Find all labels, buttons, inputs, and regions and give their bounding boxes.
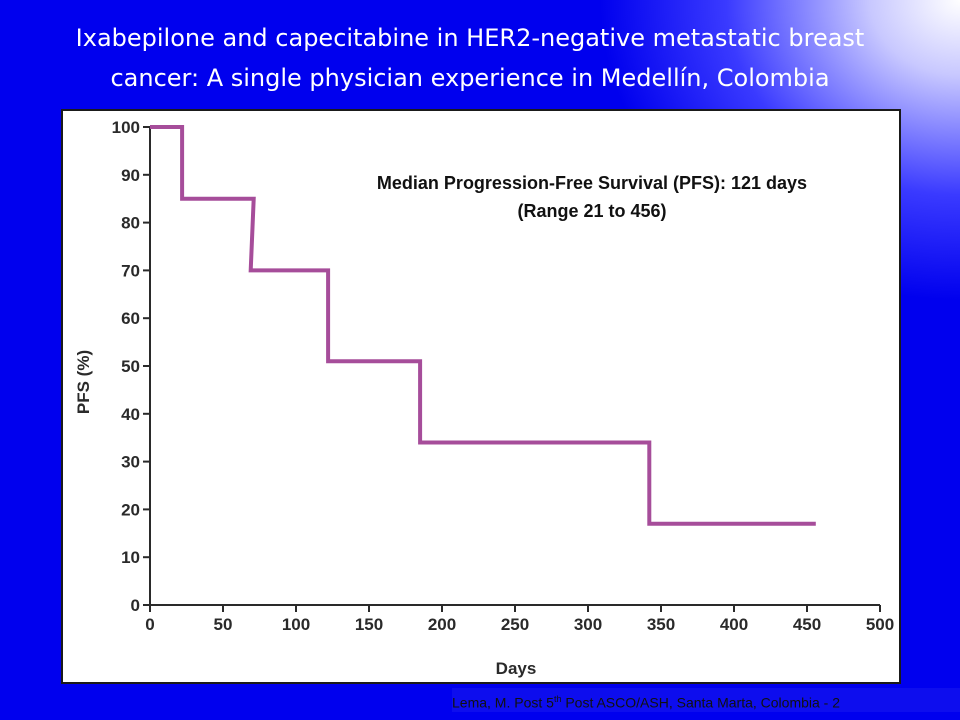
- x-tick-label: 200: [428, 615, 456, 634]
- chart-axes: [149, 127, 880, 606]
- x-axis-title: Days: [496, 659, 537, 678]
- y-axis-title: PFS (%): [74, 350, 93, 414]
- footer-citation-text: Lema, M. Post 5: [452, 694, 554, 711]
- pfs-step-curve: [150, 125, 816, 526]
- footer-citation-text-continued: Post ASCO/ASH, Santa Marta, Colombia - 2: [561, 694, 841, 711]
- x-tick-label: 400: [720, 615, 748, 634]
- footer-citation-superscript: th: [553, 694, 562, 704]
- y-tick-label: 50: [121, 357, 140, 376]
- x-tick-label: 0: [145, 615, 154, 634]
- y-tick-label: 100: [112, 118, 140, 137]
- chart-ticks: 0 10 20 30 40 50 60 70 80 90 100 0 50 100 150 200 250 300…: [112, 118, 895, 634]
- chart-series: [150, 125, 816, 526]
- pfs-range-annotation: (Range 21 to 456): [517, 201, 666, 221]
- pfs-chart-panel: 0 10 20 30 40 50 60 70 80 90 100 0 50 100 150 200 250 300…: [61, 109, 901, 684]
- x-tick-label: 450: [793, 615, 821, 634]
- x-tick-label: 300: [574, 615, 602, 634]
- x-tick-label: 500: [866, 615, 894, 634]
- median-pfs-annotation: Median Progression-Free Survival (PFS): …: [377, 173, 807, 193]
- y-tick-label: 70: [121, 261, 140, 280]
- slide-title-line-2: cancer: A single physician experience in…: [110, 64, 830, 92]
- x-tick-label: 100: [282, 615, 310, 634]
- y-tick-label: 10: [121, 548, 140, 567]
- y-tick-label: 20: [121, 500, 140, 519]
- y-tick-label: 80: [121, 214, 140, 233]
- y-tick-label: 40: [121, 405, 140, 424]
- x-tick-label: 250: [501, 615, 529, 634]
- x-tick-label: 350: [647, 615, 675, 634]
- slide-title: Ixabepilone and capecitabine in HER2-neg…: [20, 18, 920, 98]
- y-tick-label: 90: [121, 166, 140, 185]
- x-tick-label: 50: [214, 615, 233, 634]
- slide-title-line-1: Ixabepilone and capecitabine in HER2-neg…: [75, 24, 865, 52]
- y-tick-label: 0: [131, 596, 140, 615]
- x-tick-label: 150: [355, 615, 383, 634]
- pfs-chart: 0 10 20 30 40 50 60 70 80 90 100 0 50 100 150 200 250 300…: [74, 118, 895, 678]
- y-tick-label: 30: [121, 453, 140, 472]
- y-tick-label: 60: [121, 309, 140, 328]
- footer-citation: Lema, M. Post 5th Post ASCO/ASH, Santa M…: [452, 688, 960, 712]
